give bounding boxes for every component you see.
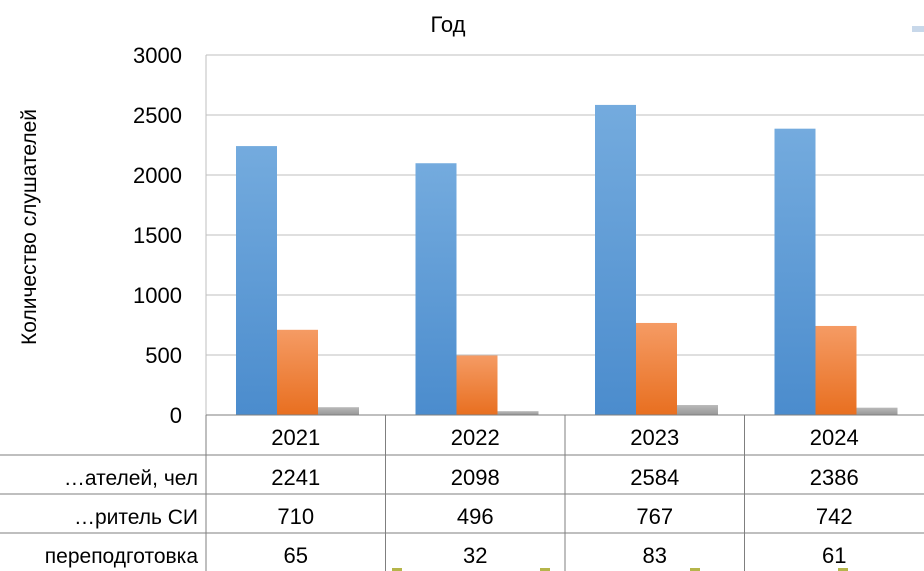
bar-1-2022: [415, 163, 457, 415]
bar-3-2024: [856, 407, 898, 415]
bar-3-2021: [318, 407, 359, 415]
table-row-label: переподготовка: [45, 545, 199, 568]
bar-2-2021: [277, 329, 318, 415]
y-tick-label: 0: [170, 403, 182, 428]
bar-3-2023: [677, 405, 718, 415]
y-tick-label: 3000: [133, 43, 182, 68]
y-tick-label: 2000: [133, 163, 182, 188]
table-cell: 83: [643, 543, 667, 568]
gridlines: [205, 54, 924, 416]
table-row-label: …ритель СИ: [74, 506, 198, 529]
table-header-cell: 2021: [271, 425, 320, 450]
bar-1-2024: [774, 128, 816, 415]
table-cell: 742: [816, 504, 853, 529]
y-tick-label: 1500: [133, 223, 182, 248]
table-row-label: …ателей, чел: [64, 467, 198, 490]
table-cell: 61: [822, 543, 846, 568]
table-header-cell: 2023: [630, 425, 679, 450]
bar-3-2022: [497, 411, 539, 415]
y-tick-label: 1000: [133, 283, 182, 308]
table-cell: 496: [457, 504, 494, 529]
table-cell: 2098: [451, 465, 500, 490]
bar-2-2022: [456, 355, 498, 415]
bars: [236, 104, 898, 416]
y-axis-label: Количество слушателей: [18, 109, 41, 345]
bottom-mark: [838, 568, 848, 571]
table-cell: 2386: [810, 465, 859, 490]
table-cell: 2241: [271, 465, 320, 490]
bar-2-2023: [636, 322, 677, 415]
bar-1-2023: [595, 104, 636, 416]
bottom-marks: [392, 568, 848, 571]
y-tick-label: 500: [145, 343, 182, 368]
data-table: 2021 2022 2023 2024 …ателей, чел 2241 2098 2584…: [0, 414, 924, 571]
table-cell: 2584: [630, 465, 679, 490]
bar-1-2021: [236, 146, 277, 415]
y-tick-labels: 0 500 1000 1500 2000 2500 3000: [133, 43, 182, 428]
table-cell: 32: [463, 543, 487, 568]
table-cell: 710: [277, 504, 314, 529]
table-header-cell: 2024: [810, 425, 859, 450]
corner-mark: [912, 26, 924, 32]
table-header-cell: 2022: [451, 425, 500, 450]
chart-title: Год: [430, 12, 465, 37]
bar-2-2024: [815, 325, 857, 415]
table-cell: 65: [284, 543, 308, 568]
table-cell: 767: [636, 504, 673, 529]
bottom-mark: [690, 568, 700, 571]
y-tick-label: 2500: [133, 103, 182, 128]
bottom-mark: [392, 568, 402, 571]
bottom-mark: [540, 568, 550, 571]
